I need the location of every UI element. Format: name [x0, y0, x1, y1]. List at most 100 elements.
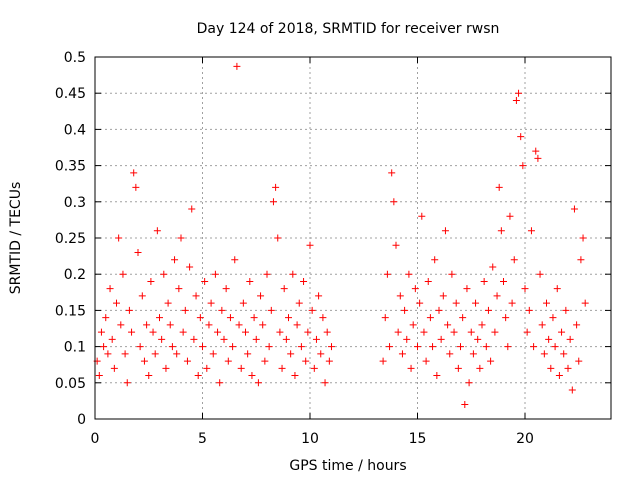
data-point	[289, 270, 297, 278]
y-tick-label: 0	[77, 412, 86, 428]
data-point	[237, 364, 245, 372]
data-point	[143, 321, 151, 329]
data-point	[226, 314, 234, 322]
data-point	[104, 350, 112, 358]
data-point	[220, 335, 228, 343]
data-point	[306, 241, 314, 249]
data-point	[325, 357, 333, 365]
data-point	[474, 335, 482, 343]
y-tick-label: 0.15	[55, 303, 86, 319]
chart-title: Day 124 of 2018, SRMTID for receiver rws…	[197, 21, 500, 37]
data-point	[560, 350, 568, 358]
x-tick-label: 10	[301, 431, 319, 447]
data-point	[160, 270, 168, 278]
data-point	[411, 285, 419, 293]
data-point	[188, 205, 196, 213]
data-point	[113, 299, 120, 307]
data-point	[282, 335, 290, 343]
data-point	[437, 335, 445, 343]
y-tick-label: 0.2	[64, 267, 86, 283]
data-point	[379, 357, 387, 365]
data-point	[510, 256, 518, 264]
data-point	[523, 328, 531, 336]
data-point	[171, 256, 179, 264]
data-point	[487, 357, 495, 365]
data-point	[312, 335, 320, 343]
data-point	[429, 343, 437, 351]
data-point	[214, 328, 222, 336]
data-point	[261, 357, 269, 365]
data-point	[222, 285, 230, 293]
data-point	[119, 270, 127, 278]
data-point	[110, 364, 118, 372]
data-point	[433, 372, 441, 380]
data-point	[242, 328, 249, 336]
data-point	[100, 343, 108, 351]
data-point	[209, 350, 217, 358]
data-point	[478, 321, 486, 329]
data-point	[123, 379, 131, 387]
data-point	[480, 277, 488, 285]
data-point	[235, 321, 243, 329]
data-point	[573, 321, 581, 329]
data-point	[205, 321, 213, 329]
data-point	[295, 299, 303, 307]
data-point	[461, 401, 469, 409]
data-point	[192, 292, 200, 300]
data-point	[181, 306, 189, 314]
data-point	[553, 285, 561, 293]
data-point	[285, 314, 292, 322]
data-point	[246, 277, 254, 285]
data-point	[186, 263, 194, 271]
data-point	[203, 364, 211, 372]
data-point	[568, 386, 576, 394]
data-point	[459, 314, 467, 322]
data-point	[575, 357, 583, 365]
data-point	[534, 154, 542, 162]
data-point	[117, 321, 125, 329]
data-point	[134, 248, 142, 256]
data-point	[465, 379, 473, 387]
data-point	[426, 314, 434, 322]
x-tick-label: 20	[516, 431, 534, 447]
data-point	[472, 299, 480, 307]
data-point	[317, 350, 325, 358]
data-point	[566, 335, 574, 343]
data-point	[315, 292, 323, 300]
data-point	[201, 277, 209, 285]
data-point	[183, 357, 191, 365]
data-point	[293, 321, 301, 329]
data-point	[381, 314, 389, 322]
data-point	[497, 227, 505, 235]
data-point	[446, 350, 454, 358]
data-point	[538, 321, 546, 329]
data-point	[396, 292, 404, 300]
data-point	[128, 328, 136, 336]
data-point	[409, 321, 417, 329]
data-point	[577, 256, 585, 264]
data-point	[564, 364, 572, 372]
data-point	[570, 205, 578, 213]
data-point	[405, 270, 413, 278]
data-point	[175, 285, 183, 293]
y-tick-label: 0.3	[64, 195, 86, 211]
data-point	[502, 314, 510, 322]
data-point	[562, 306, 570, 314]
data-point	[177, 234, 185, 242]
data-point	[579, 234, 587, 242]
data-point	[540, 350, 548, 358]
data-point	[489, 263, 497, 271]
data-point	[512, 96, 520, 104]
data-point	[431, 256, 439, 264]
data-point	[267, 306, 275, 314]
data-point	[190, 335, 198, 343]
data-point	[491, 328, 499, 336]
data-point	[454, 364, 462, 372]
data-point	[392, 241, 400, 249]
data-point	[140, 357, 148, 365]
data-point	[398, 350, 406, 358]
data-point	[259, 321, 267, 329]
data-point	[179, 328, 187, 336]
data-point	[278, 364, 286, 372]
data-point	[102, 314, 110, 322]
